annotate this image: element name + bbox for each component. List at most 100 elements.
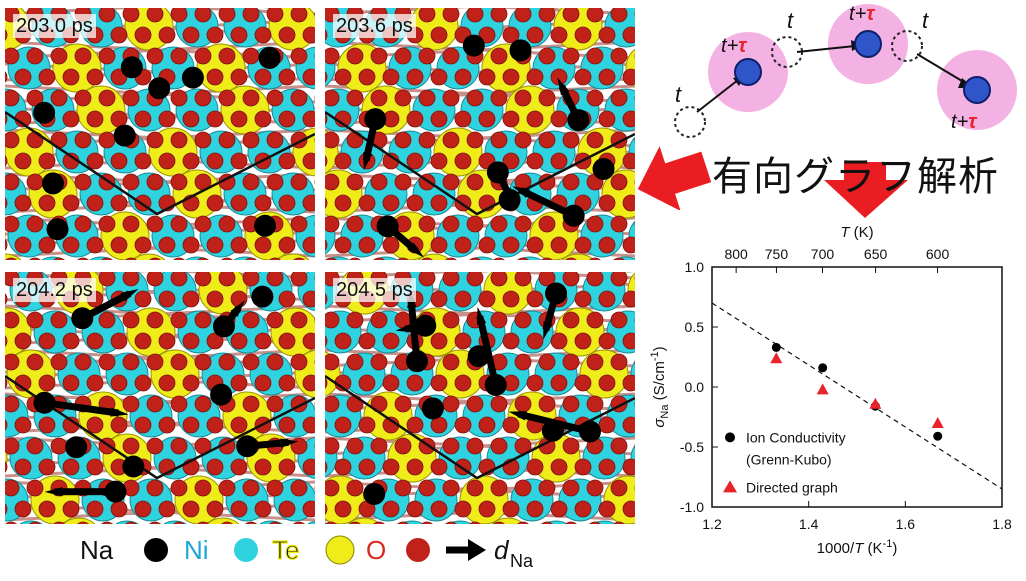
na-atom <box>592 157 615 180</box>
o-atom <box>5 239 8 251</box>
na-atom <box>509 39 532 62</box>
o-atom <box>598 110 616 128</box>
o-atom <box>194 47 212 65</box>
o-atom <box>406 68 424 86</box>
o-atom <box>242 47 260 65</box>
o-atom <box>62 500 80 518</box>
na-displacement-arrow <box>557 77 582 122</box>
o-atom <box>622 332 635 350</box>
o-atom <box>325 155 328 167</box>
atom-lattice <box>5 8 315 260</box>
directed-graph-point <box>816 383 829 395</box>
o-atom <box>430 236 448 254</box>
o-atom <box>334 236 352 254</box>
label-t-plus-tau: t+τ <box>721 35 748 57</box>
na-atom <box>254 214 277 237</box>
o-atom <box>562 173 580 191</box>
o-atom <box>574 458 592 476</box>
o-atom <box>5 335 8 347</box>
o-atom <box>442 215 460 233</box>
y-tick-label: 1.0 <box>685 259 705 275</box>
ni-atom-icon <box>234 538 258 562</box>
o-atom <box>206 26 224 44</box>
o-atom <box>394 131 412 149</box>
na-atom <box>46 218 69 241</box>
o-atom <box>598 458 616 476</box>
o-atom <box>110 26 128 44</box>
o-atom <box>442 8 460 23</box>
o-atom <box>293 257 305 260</box>
o-atom <box>26 89 44 107</box>
o-atom <box>442 311 460 329</box>
o-atom <box>442 395 460 413</box>
o-atom <box>589 521 601 524</box>
o-atom <box>445 257 457 260</box>
o-atom <box>170 479 188 497</box>
o-atom <box>430 458 448 476</box>
o-atom <box>538 8 556 23</box>
o-atom <box>278 68 296 86</box>
o-atom <box>290 8 308 23</box>
o-atom <box>242 131 260 149</box>
o-atom <box>538 272 556 287</box>
directed-graph-point <box>931 417 944 428</box>
o-atom <box>218 479 236 497</box>
o-atom <box>550 26 568 44</box>
o-atom <box>598 26 616 44</box>
o-atom <box>269 521 281 524</box>
o-atom <box>206 236 224 254</box>
o-atom <box>526 152 544 170</box>
o-atom <box>610 8 628 23</box>
o-atom <box>502 26 520 44</box>
o-atom <box>254 374 272 392</box>
o-atom <box>502 500 520 518</box>
o-atom <box>478 290 496 308</box>
o-atom <box>610 47 628 65</box>
o-atom <box>466 395 484 413</box>
o-atom <box>278 152 296 170</box>
o-atom <box>5 293 8 305</box>
o-atom <box>418 8 436 23</box>
o-atom <box>325 503 328 515</box>
o-atom <box>26 47 44 65</box>
o-atom <box>182 236 200 254</box>
o-atom <box>170 131 188 149</box>
o-atom <box>170 47 188 65</box>
o-atom <box>586 89 604 107</box>
o-atom <box>158 290 176 308</box>
o-atom <box>469 521 481 524</box>
o-atom <box>325 335 328 347</box>
o-atom <box>517 257 529 260</box>
o-atom <box>38 332 56 350</box>
o-atom <box>325 71 328 83</box>
position-t-marker <box>674 106 706 138</box>
ion-conductivity-point <box>771 342 781 352</box>
o-atom <box>325 395 340 413</box>
top-axis-label: T (K) <box>840 224 873 241</box>
o-atom <box>610 272 628 287</box>
o-atom <box>206 110 224 128</box>
time-label: 204.2 ps <box>13 278 96 302</box>
o-atom <box>122 215 140 233</box>
o-atom <box>173 521 185 524</box>
o-atom <box>574 236 592 254</box>
o-atom <box>278 290 296 308</box>
o-atom <box>622 290 635 308</box>
o-atom <box>29 521 41 524</box>
o-atom <box>194 89 212 107</box>
o-atom <box>565 521 577 524</box>
o-atom <box>502 290 520 308</box>
o-atom <box>454 152 472 170</box>
o-atom <box>490 311 508 329</box>
o-atom <box>158 26 176 44</box>
o-atom <box>5 257 17 260</box>
o-atom <box>221 257 233 260</box>
o-atom <box>5 89 20 107</box>
o-atom <box>218 89 236 107</box>
label-t: t <box>675 82 682 107</box>
o-atom <box>278 500 296 518</box>
o-atom <box>278 110 296 128</box>
o-atom <box>158 236 176 254</box>
o-atom <box>98 215 116 233</box>
o-atom <box>598 332 616 350</box>
